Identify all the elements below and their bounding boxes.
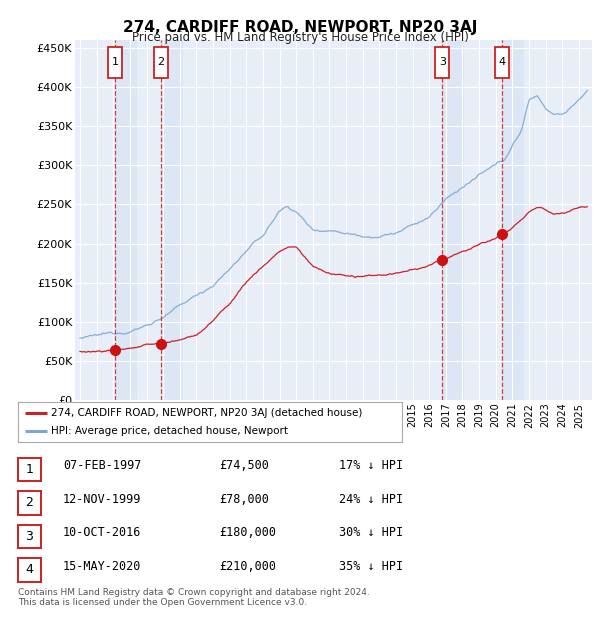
Text: 3: 3	[25, 530, 34, 542]
Text: 274, CARDIFF ROAD, NEWPORT, NP20 3AJ: 274, CARDIFF ROAD, NEWPORT, NP20 3AJ	[123, 20, 477, 35]
FancyBboxPatch shape	[435, 46, 449, 78]
Text: HPI: Average price, detached house, Newport: HPI: Average price, detached house, Newp…	[50, 426, 287, 436]
Text: Contains HM Land Registry data © Crown copyright and database right 2024.
This d: Contains HM Land Registry data © Crown c…	[18, 588, 370, 607]
Text: 35% ↓ HPI: 35% ↓ HPI	[339, 560, 403, 572]
Text: £74,500: £74,500	[219, 459, 269, 472]
Text: 3: 3	[439, 57, 446, 67]
Text: 1: 1	[112, 57, 118, 67]
Text: £78,000: £78,000	[219, 493, 269, 505]
Text: 15-MAY-2020: 15-MAY-2020	[63, 560, 142, 572]
FancyBboxPatch shape	[495, 46, 509, 78]
Text: £180,000: £180,000	[219, 526, 276, 539]
Text: 274, CARDIFF ROAD, NEWPORT, NP20 3AJ (detached house): 274, CARDIFF ROAD, NEWPORT, NP20 3AJ (de…	[50, 407, 362, 418]
Text: 12-NOV-1999: 12-NOV-1999	[63, 493, 142, 505]
Text: 2: 2	[25, 497, 34, 509]
Text: 1: 1	[25, 463, 34, 476]
Bar	[442, 40, 464, 400]
Text: 2: 2	[157, 57, 164, 67]
Text: 07-FEB-1997: 07-FEB-1997	[63, 459, 142, 472]
Text: 4: 4	[499, 57, 505, 67]
Bar	[115, 40, 137, 400]
Text: 4: 4	[25, 564, 34, 576]
Text: 24% ↓ HPI: 24% ↓ HPI	[339, 493, 403, 505]
Text: 30% ↓ HPI: 30% ↓ HPI	[339, 526, 403, 539]
Text: Price paid vs. HM Land Registry's House Price Index (HPI): Price paid vs. HM Land Registry's House …	[131, 31, 469, 44]
Text: 17% ↓ HPI: 17% ↓ HPI	[339, 459, 403, 472]
Text: £210,000: £210,000	[219, 560, 276, 572]
FancyBboxPatch shape	[108, 46, 122, 78]
Bar	[161, 40, 182, 400]
Text: 10-OCT-2016: 10-OCT-2016	[63, 526, 142, 539]
Bar	[502, 40, 524, 400]
FancyBboxPatch shape	[154, 46, 168, 78]
